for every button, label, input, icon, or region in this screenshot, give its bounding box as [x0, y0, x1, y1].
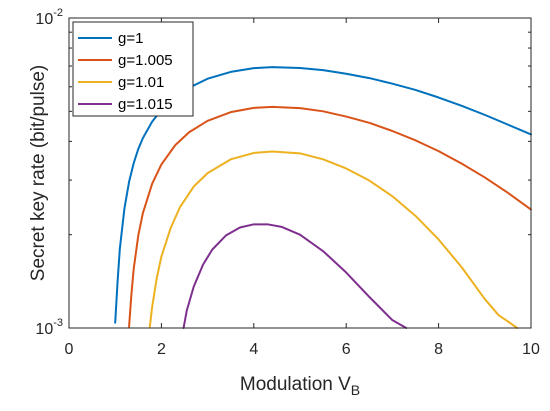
legend: g=1 g=1.005 g=1.01 g=1.015 [72, 21, 194, 117]
x-axis-label-subscript: B [351, 382, 360, 398]
legend-label-4: g=1.015 [118, 96, 173, 113]
x-tick-label: 6 [342, 341, 351, 358]
y-axis-ticks: 10-3 10-2 [35, 7, 531, 338]
series-line-4 [182, 223, 408, 329]
x-tick-label: 2 [157, 341, 166, 358]
y-tick-label: 10-2 [35, 7, 63, 28]
series-line-3 [148, 150, 519, 329]
legend-label-2: g=1.005 [118, 52, 173, 69]
y-tick-exponent: -2 [53, 7, 63, 19]
x-axis-label: Modulation VB [240, 374, 360, 398]
series-line-1 [114, 66, 532, 324]
x-tick-label: 0 [65, 341, 74, 358]
series-line-2 [128, 105, 532, 328]
x-tick-label: 10 [522, 341, 540, 358]
y-tick-exponent: -3 [53, 317, 63, 329]
y-axis-label: Secret key rate (bit/pulse) [28, 65, 49, 281]
plot-frame [68, 17, 532, 329]
x-tick-label: 4 [249, 341, 258, 358]
series-layer [114, 66, 532, 329]
legend-label-3: g=1.01 [118, 74, 164, 91]
x-tick-label: 8 [434, 341, 443, 358]
y-tick-label: 10-3 [35, 317, 63, 338]
legend-label-1: g=1 [118, 30, 143, 47]
